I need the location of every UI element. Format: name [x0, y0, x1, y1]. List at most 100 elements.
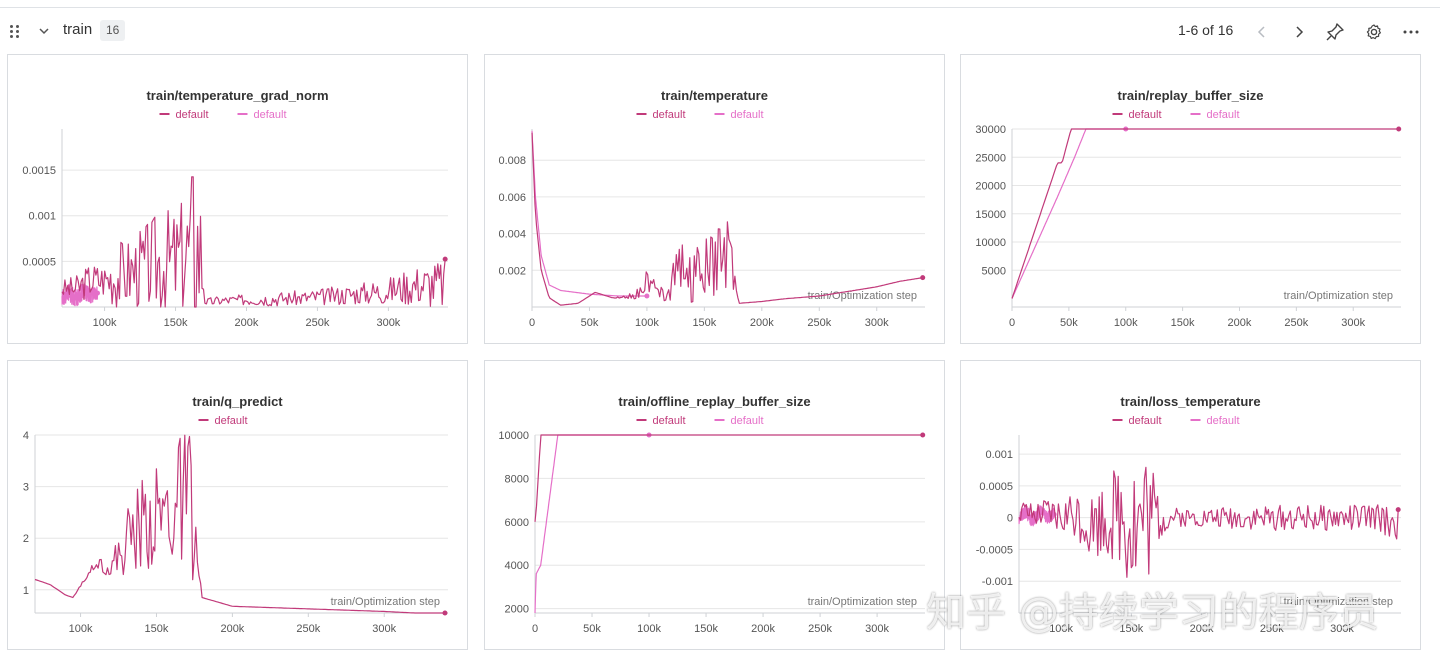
- y-tick-label: 0.004: [498, 229, 526, 241]
- chart-title: train/replay_buffer_size: [1118, 88, 1264, 103]
- chart-svg: 0.002 0.004 0.006 0.008 0 50k 100k 150k 200k 250k…: [498, 88, 926, 329]
- x-tick-label: 150k: [1171, 317, 1195, 329]
- x-tick-label: 50k: [583, 623, 601, 635]
- x-tick-label: 0: [1009, 317, 1015, 329]
- y-tick-label: 4: [23, 430, 29, 442]
- chart-panel[interactable]: 0.002 0.004 0.006 0.008 0 50k 100k 150k 200k 250k…: [484, 54, 945, 344]
- chart-panel[interactable]: 5000 10000 15000 20000 25000 30000 0 50k 100k 150…: [960, 54, 1421, 344]
- legend-label: default: [731, 109, 764, 121]
- y-tick-label: 0.0015: [22, 165, 56, 177]
- series-end-point: [920, 275, 926, 281]
- x-tick-label: 150k: [692, 317, 716, 329]
- chart-title: train/q_predict: [192, 394, 283, 409]
- y-tick-label: 0.001: [985, 449, 1013, 461]
- legend-label: default: [731, 415, 764, 427]
- y-tick-label: 2: [23, 533, 29, 545]
- x-tick-label: 200k: [220, 623, 244, 635]
- x-tick-label: 300k: [376, 317, 400, 329]
- y-tick-label: 20000: [975, 181, 1006, 193]
- x-tick-label: 100k: [93, 317, 117, 329]
- series-line: [1018, 504, 1055, 527]
- gear-icon[interactable]: [1362, 20, 1386, 44]
- x-tick-label: 100k: [1114, 317, 1138, 329]
- x-tick-label: 250k: [808, 623, 832, 635]
- y-tick-label: 0.002: [498, 265, 526, 277]
- chart-svg: 5000 10000 15000 20000 25000 30000 0 50k 100k 150…: [975, 88, 1402, 329]
- series-end-point: [1396, 126, 1402, 132]
- x-tick-label: 250k: [807, 317, 831, 329]
- chevron-left-icon[interactable]: [1250, 20, 1274, 44]
- x-tick-label: 100k: [637, 623, 661, 635]
- legend-label: default: [176, 109, 209, 121]
- top-divider: [0, 7, 1440, 8]
- chart-svg: 1 2 3 4 100k 150k 200k 250k 300k train/q_predictt…: [23, 394, 448, 635]
- chart-svg: 0.0005 0.001 0.0015 100k 150k 200k 250k 300k tra…: [22, 88, 448, 329]
- y-tick-label: -0.001: [982, 576, 1013, 588]
- y-tick-label: 10000: [498, 430, 529, 442]
- series-end-point: [442, 610, 448, 616]
- chart-panel[interactable]: 0.0005 0.001 0.0015 100k 150k 200k 250k 300k tra…: [7, 54, 468, 344]
- y-tick-label: 25000: [975, 152, 1006, 164]
- x-tick-label: 150k: [694, 623, 718, 635]
- chevron-down-icon[interactable]: [36, 23, 52, 39]
- y-tick-label: 30000: [975, 124, 1006, 136]
- chart-svg: -0.001 -0.0005 0 0.0005 0.001 100k 150k 200k 250…: [976, 394, 1401, 635]
- x-tick-label: 200k: [1190, 623, 1214, 635]
- panel-count-badge: 16: [100, 20, 126, 41]
- more-horizontal-icon[interactable]: [1399, 20, 1423, 44]
- x-axis-label: train/Optimization step: [808, 596, 917, 608]
- pin-icon[interactable]: [1323, 20, 1347, 44]
- series-line: [531, 132, 923, 306]
- x-tick-label: 150k: [1119, 623, 1143, 635]
- series-end-point: [920, 432, 926, 438]
- legend-label: default: [653, 109, 686, 121]
- x-tick-label: 300k: [865, 623, 889, 635]
- series-line: [534, 434, 650, 614]
- x-tick-label: 300k: [1341, 317, 1365, 329]
- y-tick-label: 0.008: [498, 155, 526, 167]
- y-tick-label: 0.001: [28, 211, 56, 223]
- x-tick-label: 200k: [1228, 317, 1252, 329]
- x-tick-label: 250k: [306, 317, 330, 329]
- drag-handle-icon[interactable]: [8, 24, 22, 40]
- legend-label: default: [1129, 415, 1162, 427]
- series-end-point: [1395, 507, 1401, 513]
- y-tick-label: 0.0005: [979, 481, 1013, 493]
- chart-panel[interactable]: 2000 4000 6000 8000 10000 0 50k 100k 150k 200k 250…: [484, 360, 945, 650]
- x-axis-label: train/Optimization step: [1284, 290, 1393, 302]
- section-header: train 16 1-6 of 16: [0, 8, 1440, 54]
- x-tick-label: 100k: [1049, 623, 1073, 635]
- y-tick-label: -0.0005: [976, 544, 1013, 556]
- y-tick-label: 0.006: [498, 192, 526, 204]
- series-line: [1011, 128, 1399, 299]
- series-line: [534, 434, 923, 522]
- y-tick-label: 0.0005: [22, 256, 56, 268]
- y-tick-label: 4000: [505, 560, 529, 572]
- x-tick-label: 0: [532, 623, 538, 635]
- chart-panel[interactable]: 1 2 3 4 100k 150k 200k 250k 300k train/q_predict t…: [7, 360, 468, 650]
- pagination-label: 1-6 of 16: [1178, 22, 1234, 38]
- x-tick-label: 100k: [635, 317, 659, 329]
- chart-title: train/loss_temperature: [1120, 394, 1260, 409]
- y-tick-label: 15000: [975, 209, 1006, 221]
- series-line: [34, 434, 445, 614]
- x-tick-label: 0: [529, 317, 535, 329]
- x-tick-label: 50k: [1060, 317, 1078, 329]
- legend-label: default: [254, 109, 287, 121]
- x-tick-label: 50k: [581, 317, 599, 329]
- legend-label: default: [1207, 109, 1240, 121]
- chart-svg: 2000 4000 6000 8000 10000 0 50k 100k 150k 200k 250…: [498, 394, 926, 635]
- y-tick-label: 10000: [975, 237, 1006, 249]
- y-tick-label: 3: [23, 482, 29, 494]
- y-tick-label: 6000: [505, 517, 529, 529]
- series-line: [531, 130, 648, 297]
- chart-panel[interactable]: -0.001 -0.0005 0 0.0005 0.001 100k 150k 200k 250…: [960, 360, 1421, 650]
- x-tick-label: 200k: [750, 317, 774, 329]
- series-end-point: [644, 293, 650, 299]
- x-axis-label: train/Optimization step: [808, 290, 917, 302]
- legend-label: default: [653, 415, 686, 427]
- chevron-right-icon[interactable]: [1287, 20, 1311, 44]
- series-line: [1018, 466, 1399, 578]
- series-end-point: [94, 290, 100, 296]
- x-tick-label: 300k: [1330, 623, 1354, 635]
